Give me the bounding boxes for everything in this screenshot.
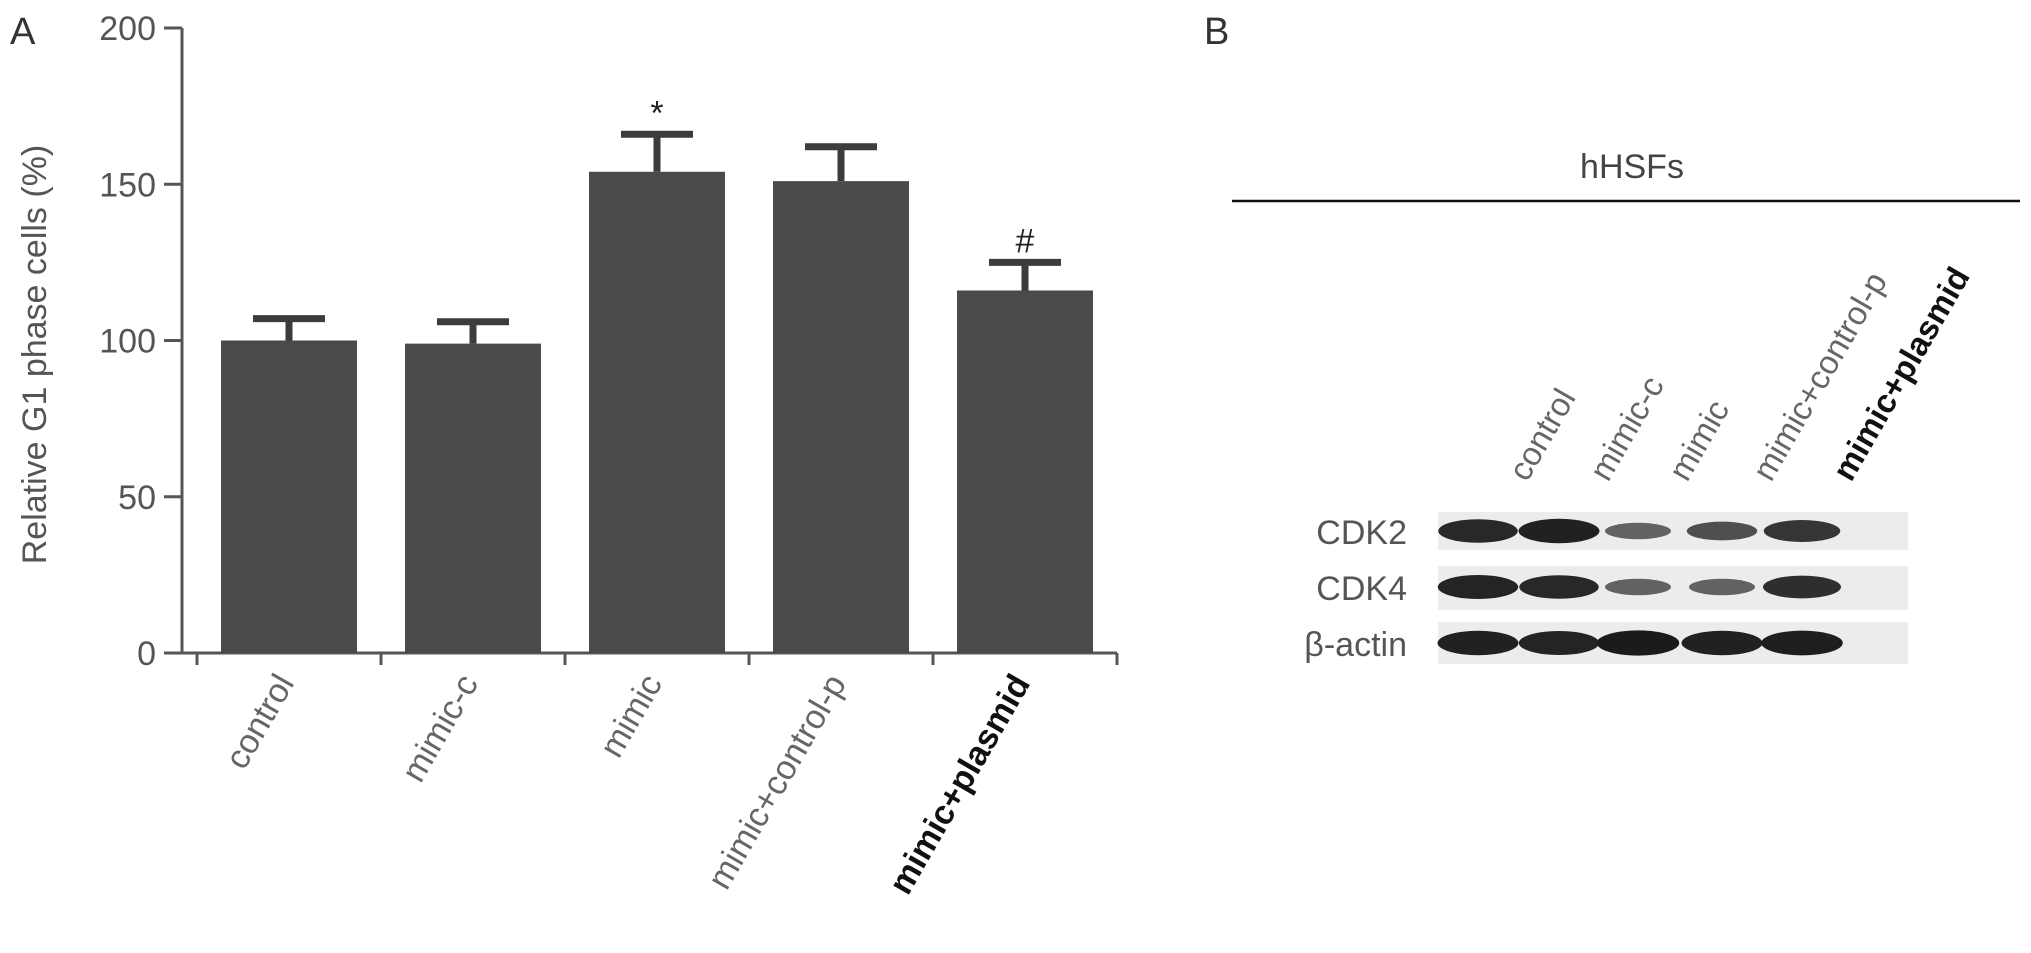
blot-lane-label: control <box>1501 382 1583 486</box>
blot-band <box>1518 518 1600 544</box>
blot-band <box>1605 522 1671 540</box>
blot-band <box>1518 630 1600 656</box>
blot-band <box>1438 519 1518 543</box>
blot-protein-label: CDK2 <box>1316 514 1407 552</box>
bar <box>405 343 541 653</box>
y-axis-label: Relative G1 phase cells (%) <box>16 145 54 565</box>
blot-band <box>1681 630 1763 656</box>
blot-band <box>1437 630 1519 656</box>
x-tick-label: mimic-c <box>394 668 485 788</box>
blot-band <box>1761 630 1843 656</box>
bar <box>221 340 357 653</box>
blot-protein-label: β-actin <box>1304 626 1407 664</box>
panel-b-label: B <box>1204 11 1229 53</box>
blot-band <box>1437 574 1519 600</box>
blot-band <box>1519 575 1599 599</box>
x-tick-label: control <box>218 668 302 775</box>
blot-band <box>1596 630 1680 656</box>
blot-lane-label: mimic-c <box>1582 370 1671 487</box>
bar <box>589 171 725 653</box>
x-tick-label: mimic+plasmid <box>882 668 1038 901</box>
blot-band <box>1763 520 1841 542</box>
y-tick-label: 0 <box>137 635 156 673</box>
cell-line-label: hHSFs <box>1580 148 1684 186</box>
bar <box>773 181 909 653</box>
y-tick-label: 100 <box>99 323 156 361</box>
blot-protein-label: CDK4 <box>1316 570 1407 608</box>
y-tick-label: 200 <box>99 10 156 48</box>
panel-a-label: A <box>10 11 36 53</box>
y-tick-label: 150 <box>99 166 156 204</box>
significance-marker: * <box>650 94 663 132</box>
blot-band <box>1763 575 1841 599</box>
blot-band <box>1689 578 1755 596</box>
blot-lane-label: mimic <box>1661 393 1736 486</box>
blot-band <box>1686 521 1758 541</box>
significance-marker: # <box>1016 222 1035 260</box>
blot-band <box>1605 578 1671 596</box>
x-tick-label: mimic <box>593 668 670 764</box>
x-tick-label: mimic+control-p <box>701 668 854 896</box>
bar <box>957 290 1093 653</box>
bar-chart: 0 50 100 150 200 Relative G1 phase cells (%) c… <box>16 10 1119 901</box>
y-tick-label: 50 <box>118 479 156 517</box>
